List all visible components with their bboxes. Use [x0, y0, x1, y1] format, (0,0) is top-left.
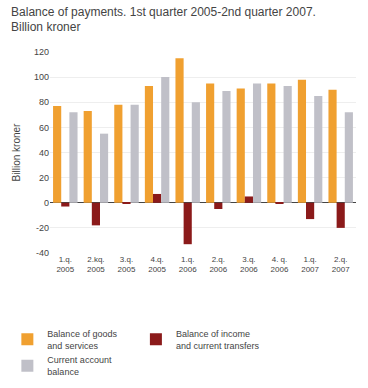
svg-text:3.q.2005: 3.q.2005 [118, 255, 136, 274]
svg-text:Balance of incomeand current t: Balance of incomeand current transfers [176, 329, 260, 351]
svg-text:3.q.2006: 3.q.2006 [240, 255, 258, 274]
svg-text:Current accountbalance: Current accountbalance [47, 355, 112, 377]
svg-text:20: 20 [39, 173, 49, 183]
svg-text:4.q.2005: 4.q.2005 [148, 255, 166, 274]
svg-text:-20: -20 [36, 223, 49, 233]
svg-text:2.q.2006: 2.q.2006 [209, 255, 227, 274]
svg-text:100: 100 [34, 72, 49, 82]
svg-text:Balance of payments. 1st quart: Balance of payments. 1st quarter 2005-2n… [11, 5, 316, 35]
svg-text:60: 60 [39, 123, 49, 133]
svg-text:80: 80 [39, 97, 49, 107]
svg-text:-40: -40 [36, 248, 49, 258]
svg-text:1.q.2005: 1.q.2005 [56, 255, 74, 274]
svg-text:2.q.2007: 2.q.2007 [332, 255, 350, 274]
svg-text:40: 40 [39, 148, 49, 158]
svg-text:120: 120 [34, 47, 49, 57]
svg-text:Balance of goodsand services: Balance of goodsand services [47, 329, 117, 351]
svg-text:1.q.2006: 1.q.2006 [179, 255, 197, 274]
svg-text:2.kq.2005: 2.kq.2005 [87, 255, 105, 274]
svg-text:4. q.2006: 4. q.2006 [271, 255, 289, 274]
svg-text:0: 0 [44, 198, 49, 208]
svg-text:1.q.2007: 1.q.2007 [301, 255, 319, 274]
svg-text:Billion kroner: Billion kroner [11, 123, 22, 181]
